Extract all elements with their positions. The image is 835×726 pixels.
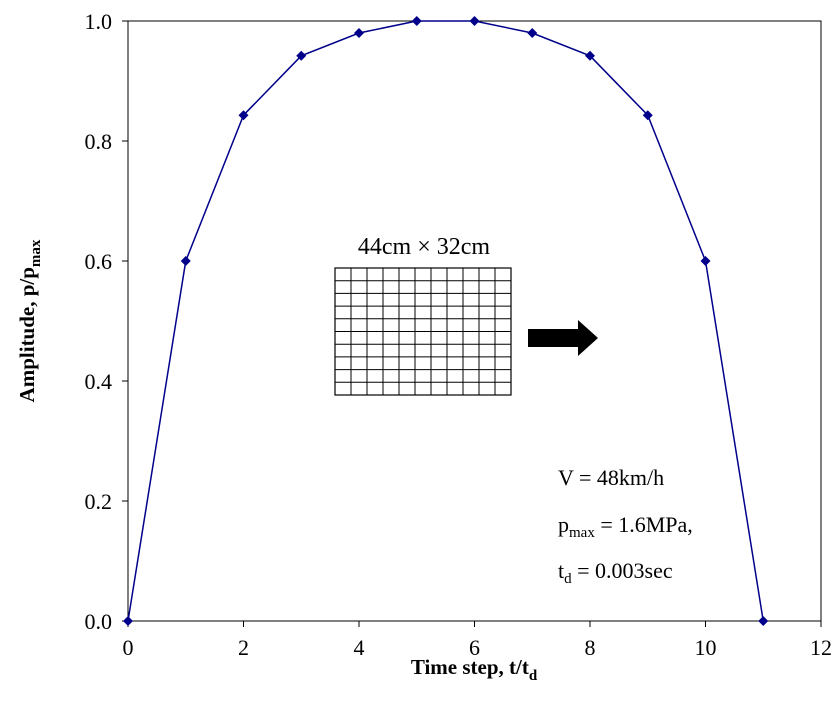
mesh-grid	[334, 267, 512, 396]
series-line	[127, 20, 764, 622]
mesh-label: 44cm × 32cm	[358, 234, 491, 260]
data-point	[585, 50, 595, 61]
data-point	[296, 50, 307, 61]
x-tick-label: 8	[585, 635, 596, 660]
data-point	[180, 256, 191, 266]
y-tick-label: 0.2	[85, 489, 113, 514]
x-tick-label: 12	[810, 635, 832, 660]
x-axis-label-main: Time step, t/t	[411, 655, 529, 679]
x-axis-label-sub: d	[529, 668, 538, 684]
y-tick-label: 0.0	[85, 609, 113, 634]
x-axis-label: Time step, t/td	[411, 655, 538, 684]
param-3-sub: d	[564, 571, 572, 587]
data-point	[411, 16, 422, 26]
plot-frame	[127, 20, 822, 622]
param-line-2: pmax = 1.6MPa,	[558, 512, 693, 541]
param-1-main: V = 48km/h	[558, 465, 664, 490]
x-tick-label: 6	[469, 635, 480, 660]
data-point	[469, 16, 480, 26]
y-axis-label-sub: max	[28, 239, 44, 267]
x-tick-label: 2	[238, 635, 249, 660]
param-2-sub: max	[569, 525, 595, 541]
y-tick-label: 1.0	[85, 9, 113, 34]
y-tick-label: 0.4	[85, 369, 113, 394]
param-3-main: t	[558, 558, 564, 583]
param-3-rest: = 0.003sec	[572, 558, 673, 583]
param-line-3: td = 0.003sec	[558, 558, 673, 587]
x-tick-label: 10	[695, 635, 717, 660]
y-tick-label: 0.8	[85, 129, 113, 154]
y-axis-label-main: Amplitude, p/p	[15, 267, 39, 402]
x-tick-label: 0	[123, 635, 134, 660]
data-point	[238, 110, 249, 121]
arrow-right-icon	[528, 320, 598, 356]
data-point	[123, 616, 133, 626]
param-2-rest: = 1.6MPa,	[595, 512, 693, 537]
param-line-1: V = 48km/h	[558, 465, 664, 490]
data-point	[642, 110, 653, 121]
data-point	[527, 28, 538, 38]
series-group	[123, 16, 769, 626]
param-2-main: p	[558, 512, 569, 537]
data-point	[758, 616, 769, 626]
parameter-box: V = 48km/h pmax = 1.6MPa, td = 0.003sec	[558, 465, 693, 587]
x-axis-ticks: 0 2 4 6 8 10 12	[123, 621, 832, 660]
data-point	[354, 28, 364, 38]
y-tick-label: 0.6	[85, 249, 113, 274]
y-axis-label: Amplitude, p/pmax	[15, 239, 44, 402]
y-axis-ticks: 0.0 0.2 0.4 0.6 0.8 1.0	[85, 9, 128, 634]
data-point	[700, 256, 711, 266]
x-tick-label: 4	[354, 635, 365, 660]
